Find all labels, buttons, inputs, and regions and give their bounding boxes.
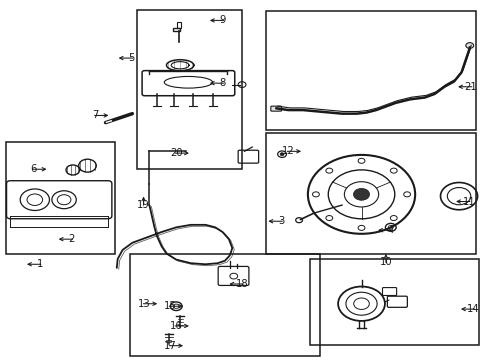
Bar <box>266 12 475 130</box>
Text: 17: 17 <box>163 341 176 351</box>
Text: 14: 14 <box>467 304 479 314</box>
Circle shape <box>280 153 284 156</box>
Text: 1: 1 <box>37 259 43 269</box>
Circle shape <box>353 188 369 200</box>
Circle shape <box>465 42 473 48</box>
Text: 21: 21 <box>464 82 476 92</box>
FancyBboxPatch shape <box>270 106 281 111</box>
Bar <box>5 142 115 253</box>
Text: 9: 9 <box>219 15 225 26</box>
Bar <box>130 253 320 356</box>
Bar <box>266 134 475 253</box>
Text: 4: 4 <box>387 225 393 235</box>
Text: 15: 15 <box>163 301 176 311</box>
Text: 6: 6 <box>31 164 37 174</box>
Text: 8: 8 <box>219 78 225 88</box>
Text: 13: 13 <box>138 299 150 309</box>
Bar <box>177 22 181 28</box>
Bar <box>173 28 180 31</box>
Text: 3: 3 <box>277 216 284 226</box>
Text: 5: 5 <box>128 53 134 63</box>
Text: 7: 7 <box>92 111 99 121</box>
Text: 18: 18 <box>235 279 248 289</box>
Text: 2: 2 <box>68 234 75 244</box>
Text: 10: 10 <box>379 257 391 267</box>
Text: 19: 19 <box>137 200 150 210</box>
Text: 16: 16 <box>169 321 182 331</box>
Bar <box>310 259 478 345</box>
Text: 11: 11 <box>462 197 474 207</box>
Text: 12: 12 <box>282 146 294 156</box>
Text: 20: 20 <box>169 148 182 158</box>
Bar <box>137 10 242 169</box>
